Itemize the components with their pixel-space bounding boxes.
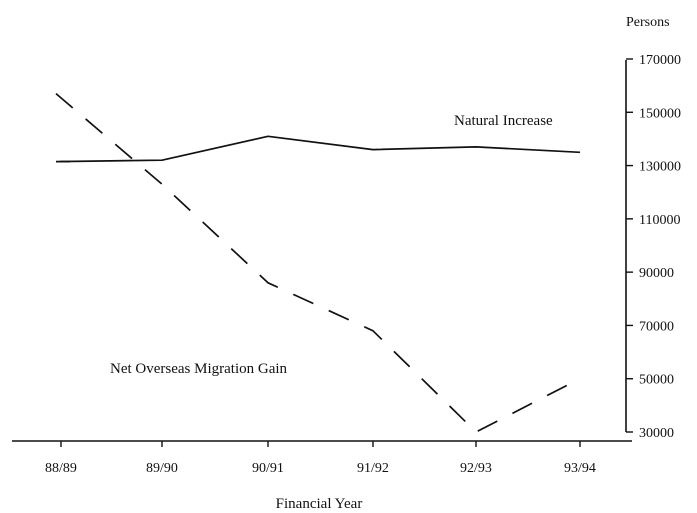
series-line-net-overseas-migration-gain	[55, 92, 581, 433]
y-tick-label-150000: 150000	[639, 106, 681, 121]
y-tick-label-110000: 110000	[639, 213, 680, 228]
x-tick-label-90-91: 90/91	[252, 461, 284, 476]
x-ticks: 88/89 89/90 90/91 91/92 92/93 93/94	[45, 441, 596, 476]
x-tick-label-91-92: 91/92	[357, 461, 389, 476]
x-tick-label-89-90: 89/90	[146, 461, 178, 476]
series-label-net-overseas-migration-gain: Net Overseas Migration Gain	[110, 361, 288, 377]
y-tick-label-90000: 90000	[639, 266, 674, 281]
y-tick-label-50000: 50000	[639, 373, 674, 388]
series-layer	[55, 92, 581, 433]
axes	[12, 60, 632, 442]
series-line-natural-increase	[55, 135, 581, 163]
x-tick-label-93-94: 93/94	[564, 461, 596, 476]
x-tick-label-92-93: 92/93	[460, 461, 492, 476]
y-tick-label-170000: 170000	[639, 53, 681, 68]
y-tick-label-30000: 30000	[639, 426, 674, 441]
x-tick-label-88-89: 88/89	[45, 461, 77, 476]
x-axis-title: Financial Year	[276, 496, 363, 512]
y-tick-label-130000: 130000	[639, 160, 681, 175]
y-tick-label-70000: 70000	[639, 319, 674, 334]
y-ticks: 30000 50000 70000 90000 110000 130000 150000 17…	[626, 53, 681, 441]
series-label-natural-increase: Natural Increase	[454, 113, 553, 129]
y-axis-title: Persons	[626, 15, 670, 30]
